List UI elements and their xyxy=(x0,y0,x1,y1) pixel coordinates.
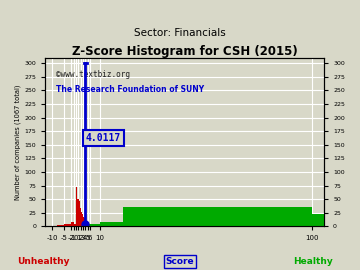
Bar xyxy=(67,224,69,227)
Bar xyxy=(73,224,76,227)
Bar xyxy=(62,225,64,227)
Y-axis label: Number of companies (1067 total): Number of companies (1067 total) xyxy=(15,84,22,200)
Text: Unhealthy: Unhealthy xyxy=(17,257,69,266)
Bar xyxy=(123,207,312,227)
Bar xyxy=(52,226,55,227)
Text: Score: Score xyxy=(166,257,194,266)
Text: 4.0117: 4.0117 xyxy=(86,133,121,143)
Bar xyxy=(69,224,71,227)
Text: Sector: Financials: Sector: Financials xyxy=(134,28,226,38)
Bar xyxy=(100,222,123,227)
Bar xyxy=(78,199,79,227)
Bar xyxy=(55,226,57,227)
Bar xyxy=(64,224,67,227)
Bar xyxy=(83,217,84,227)
Bar xyxy=(93,224,100,227)
Bar xyxy=(77,199,78,227)
Bar xyxy=(85,221,86,227)
Title: Z-Score Histogram for CSH (2015): Z-Score Histogram for CSH (2015) xyxy=(72,45,297,58)
Bar xyxy=(88,223,89,227)
Bar xyxy=(76,187,77,227)
Bar xyxy=(89,224,90,227)
Bar xyxy=(81,212,82,227)
Bar xyxy=(80,208,81,227)
Bar xyxy=(82,214,83,227)
Bar xyxy=(90,224,93,227)
Bar xyxy=(86,222,87,227)
Bar xyxy=(71,222,73,227)
Bar xyxy=(50,226,52,227)
Text: ©www.textbiz.org: ©www.textbiz.org xyxy=(56,69,130,79)
Bar xyxy=(59,225,62,227)
Bar xyxy=(57,225,59,227)
Bar xyxy=(79,197,80,227)
Bar xyxy=(84,218,85,227)
Bar xyxy=(312,214,324,227)
Bar xyxy=(87,222,88,227)
Text: Healthy: Healthy xyxy=(293,257,333,266)
Text: The Research Foundation of SUNY: The Research Foundation of SUNY xyxy=(56,85,204,94)
